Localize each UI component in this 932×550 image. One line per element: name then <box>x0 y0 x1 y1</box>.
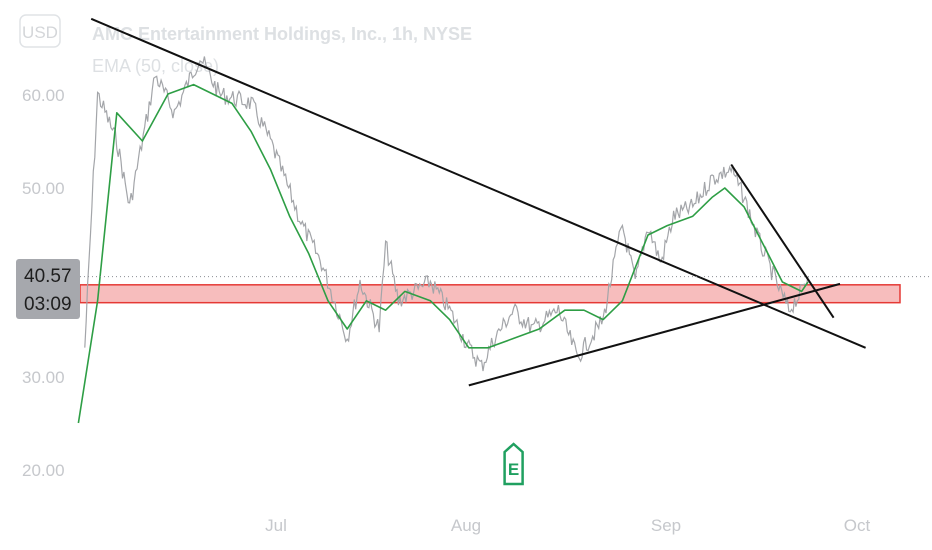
price-tag-box <box>16 259 80 319</box>
x-tick-label: Oct <box>844 516 871 535</box>
y-tick-label: 60.00 <box>22 86 65 105</box>
trendline <box>468 282 841 387</box>
trendline <box>730 163 835 319</box>
y-tick-label: 50.00 <box>22 179 65 198</box>
x-tick-label: Sep <box>651 516 681 535</box>
ema-series-line <box>77 83 809 424</box>
trendline <box>90 17 866 349</box>
chart-header: USD AMC Entertainment Holdings, Inc., 1h… <box>19 14 472 76</box>
price-tag: 40.57 03:09 <box>16 259 80 319</box>
earnings-icon[interactable] <box>503 442 524 486</box>
indicator-label: EMA (50, close) <box>92 56 219 76</box>
x-tick-label: Jul <box>265 516 287 535</box>
chart-title: AMC Entertainment Holdings, Inc., 1h, NY… <box>92 24 472 44</box>
y-tick-label: 20.00 <box>22 461 65 480</box>
earnings-marker[interactable]: E <box>503 442 524 486</box>
y-axis: 60.00 50.00 30.00 20.00 <box>22 86 65 480</box>
price-tag-time: 03:09 <box>24 294 72 315</box>
price-tag-value: 40.57 <box>24 266 72 287</box>
y-tick-label: 30.00 <box>22 368 65 387</box>
support-zone <box>79 284 901 304</box>
currency-label: USD <box>22 23 58 42</box>
currency-badge <box>19 14 61 48</box>
price-series-line <box>84 56 809 372</box>
x-axis: Jul Aug Sep Oct <box>265 516 870 535</box>
x-tick-label: Aug <box>451 516 481 535</box>
earnings-label: E <box>508 460 519 479</box>
